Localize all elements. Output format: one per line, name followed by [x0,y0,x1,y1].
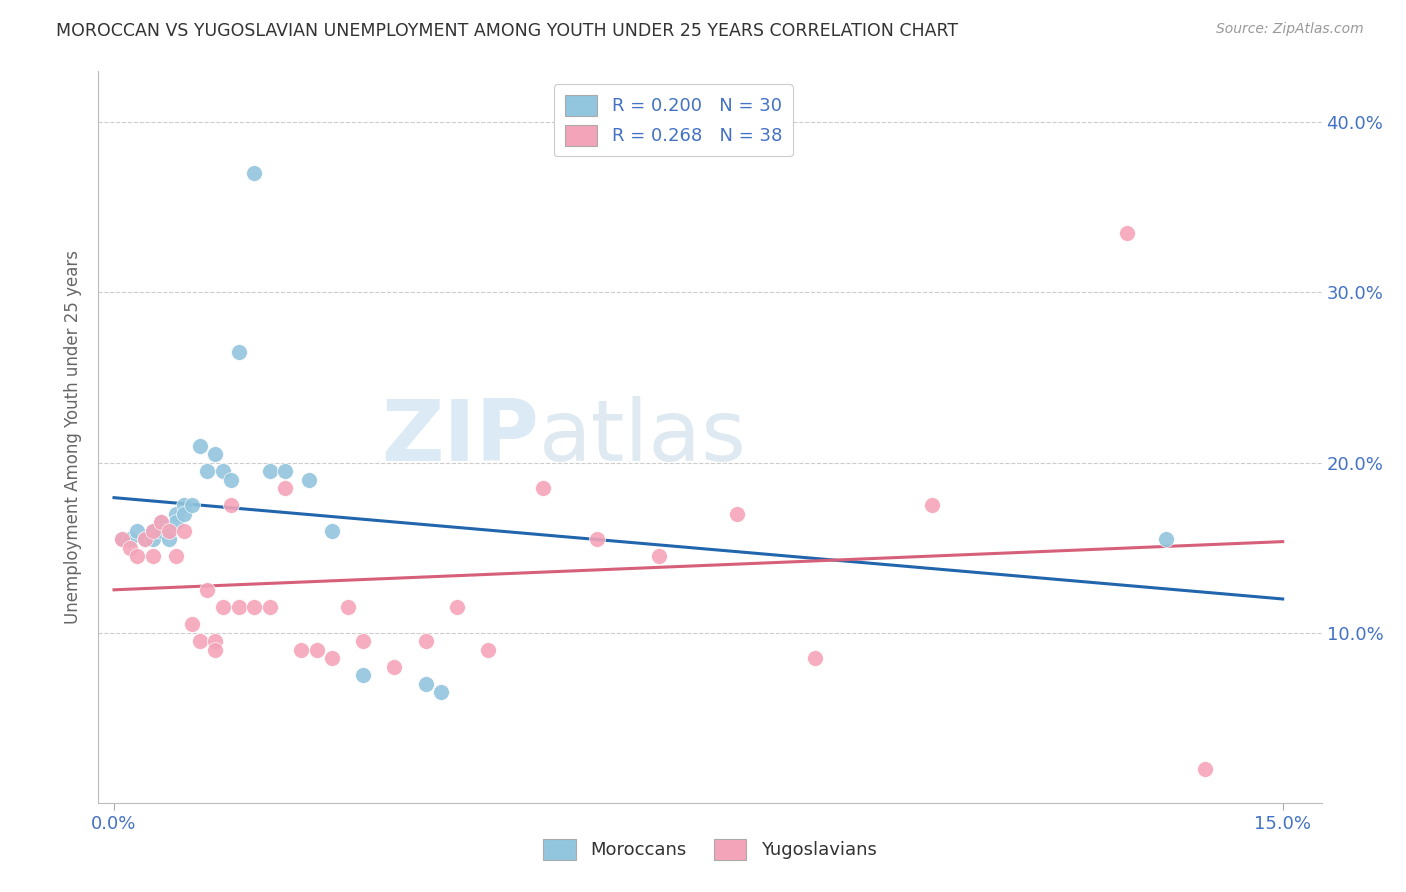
Point [173,524,195,538]
Point [1154,532,1177,546]
Point [305,642,328,657]
Point [274,481,297,495]
Point [921,498,943,512]
Point [165,507,187,521]
Point [1194,762,1216,776]
Point [134,532,156,546]
Point [212,464,235,478]
Text: MOROCCAN VS YUGOSLAVIAN UNEMPLOYMENT AMONG YOUTH UNDER 25 YEARS CORRELATION CHAR: MOROCCAN VS YUGOSLAVIAN UNEMPLOYMENT AMO… [56,22,959,40]
Point [197,464,219,478]
Point [149,515,172,529]
Text: Source: ZipAtlas.com: Source: ZipAtlas.com [1216,22,1364,37]
Point [298,473,321,487]
Point [111,532,134,546]
Point [118,541,141,555]
Point [157,524,180,538]
Point [477,642,499,657]
Point [259,600,281,615]
Point [204,642,226,657]
Point [352,668,374,682]
Point [173,507,195,521]
Point [157,532,180,546]
Point [134,532,156,546]
Point [321,651,343,665]
Point [243,166,266,180]
Point [197,583,219,598]
Point [188,439,211,453]
Point [648,549,671,563]
Text: atlas: atlas [538,395,747,479]
Point [188,634,211,648]
Point [384,659,406,673]
Point [142,524,165,538]
Point [336,600,359,615]
Point [274,464,297,478]
Point [228,345,250,359]
Point [127,549,149,563]
Point [111,532,134,546]
Point [118,532,141,546]
Point [321,524,343,538]
Point [142,549,165,563]
Point [204,634,226,648]
Point [165,549,187,563]
Point [165,515,187,529]
Point [212,600,235,615]
Point [352,634,374,648]
Point [586,532,609,546]
Point [157,524,180,538]
Point [290,642,312,657]
Legend: Moroccans, Yugoslavians: Moroccans, Yugoslavians [536,831,884,867]
Point [259,464,281,478]
Point [204,447,226,461]
Point [804,651,827,665]
Point [725,507,748,521]
Point [142,524,165,538]
Point [415,677,437,691]
Point [219,473,242,487]
Point [180,498,202,512]
Point [180,617,202,632]
Point [228,600,250,615]
Point [446,600,468,615]
Point [415,634,437,648]
Point [243,600,266,615]
Point [149,515,172,529]
Point [127,524,149,538]
Point [142,532,165,546]
Point [173,498,195,512]
Point [219,498,242,512]
Text: ZIP: ZIP [381,395,538,479]
Point [531,481,554,495]
Y-axis label: Unemployment Among Youth under 25 years: Unemployment Among Youth under 25 years [65,250,83,624]
Point [430,685,453,699]
Point [1115,226,1137,240]
Point [149,524,172,538]
